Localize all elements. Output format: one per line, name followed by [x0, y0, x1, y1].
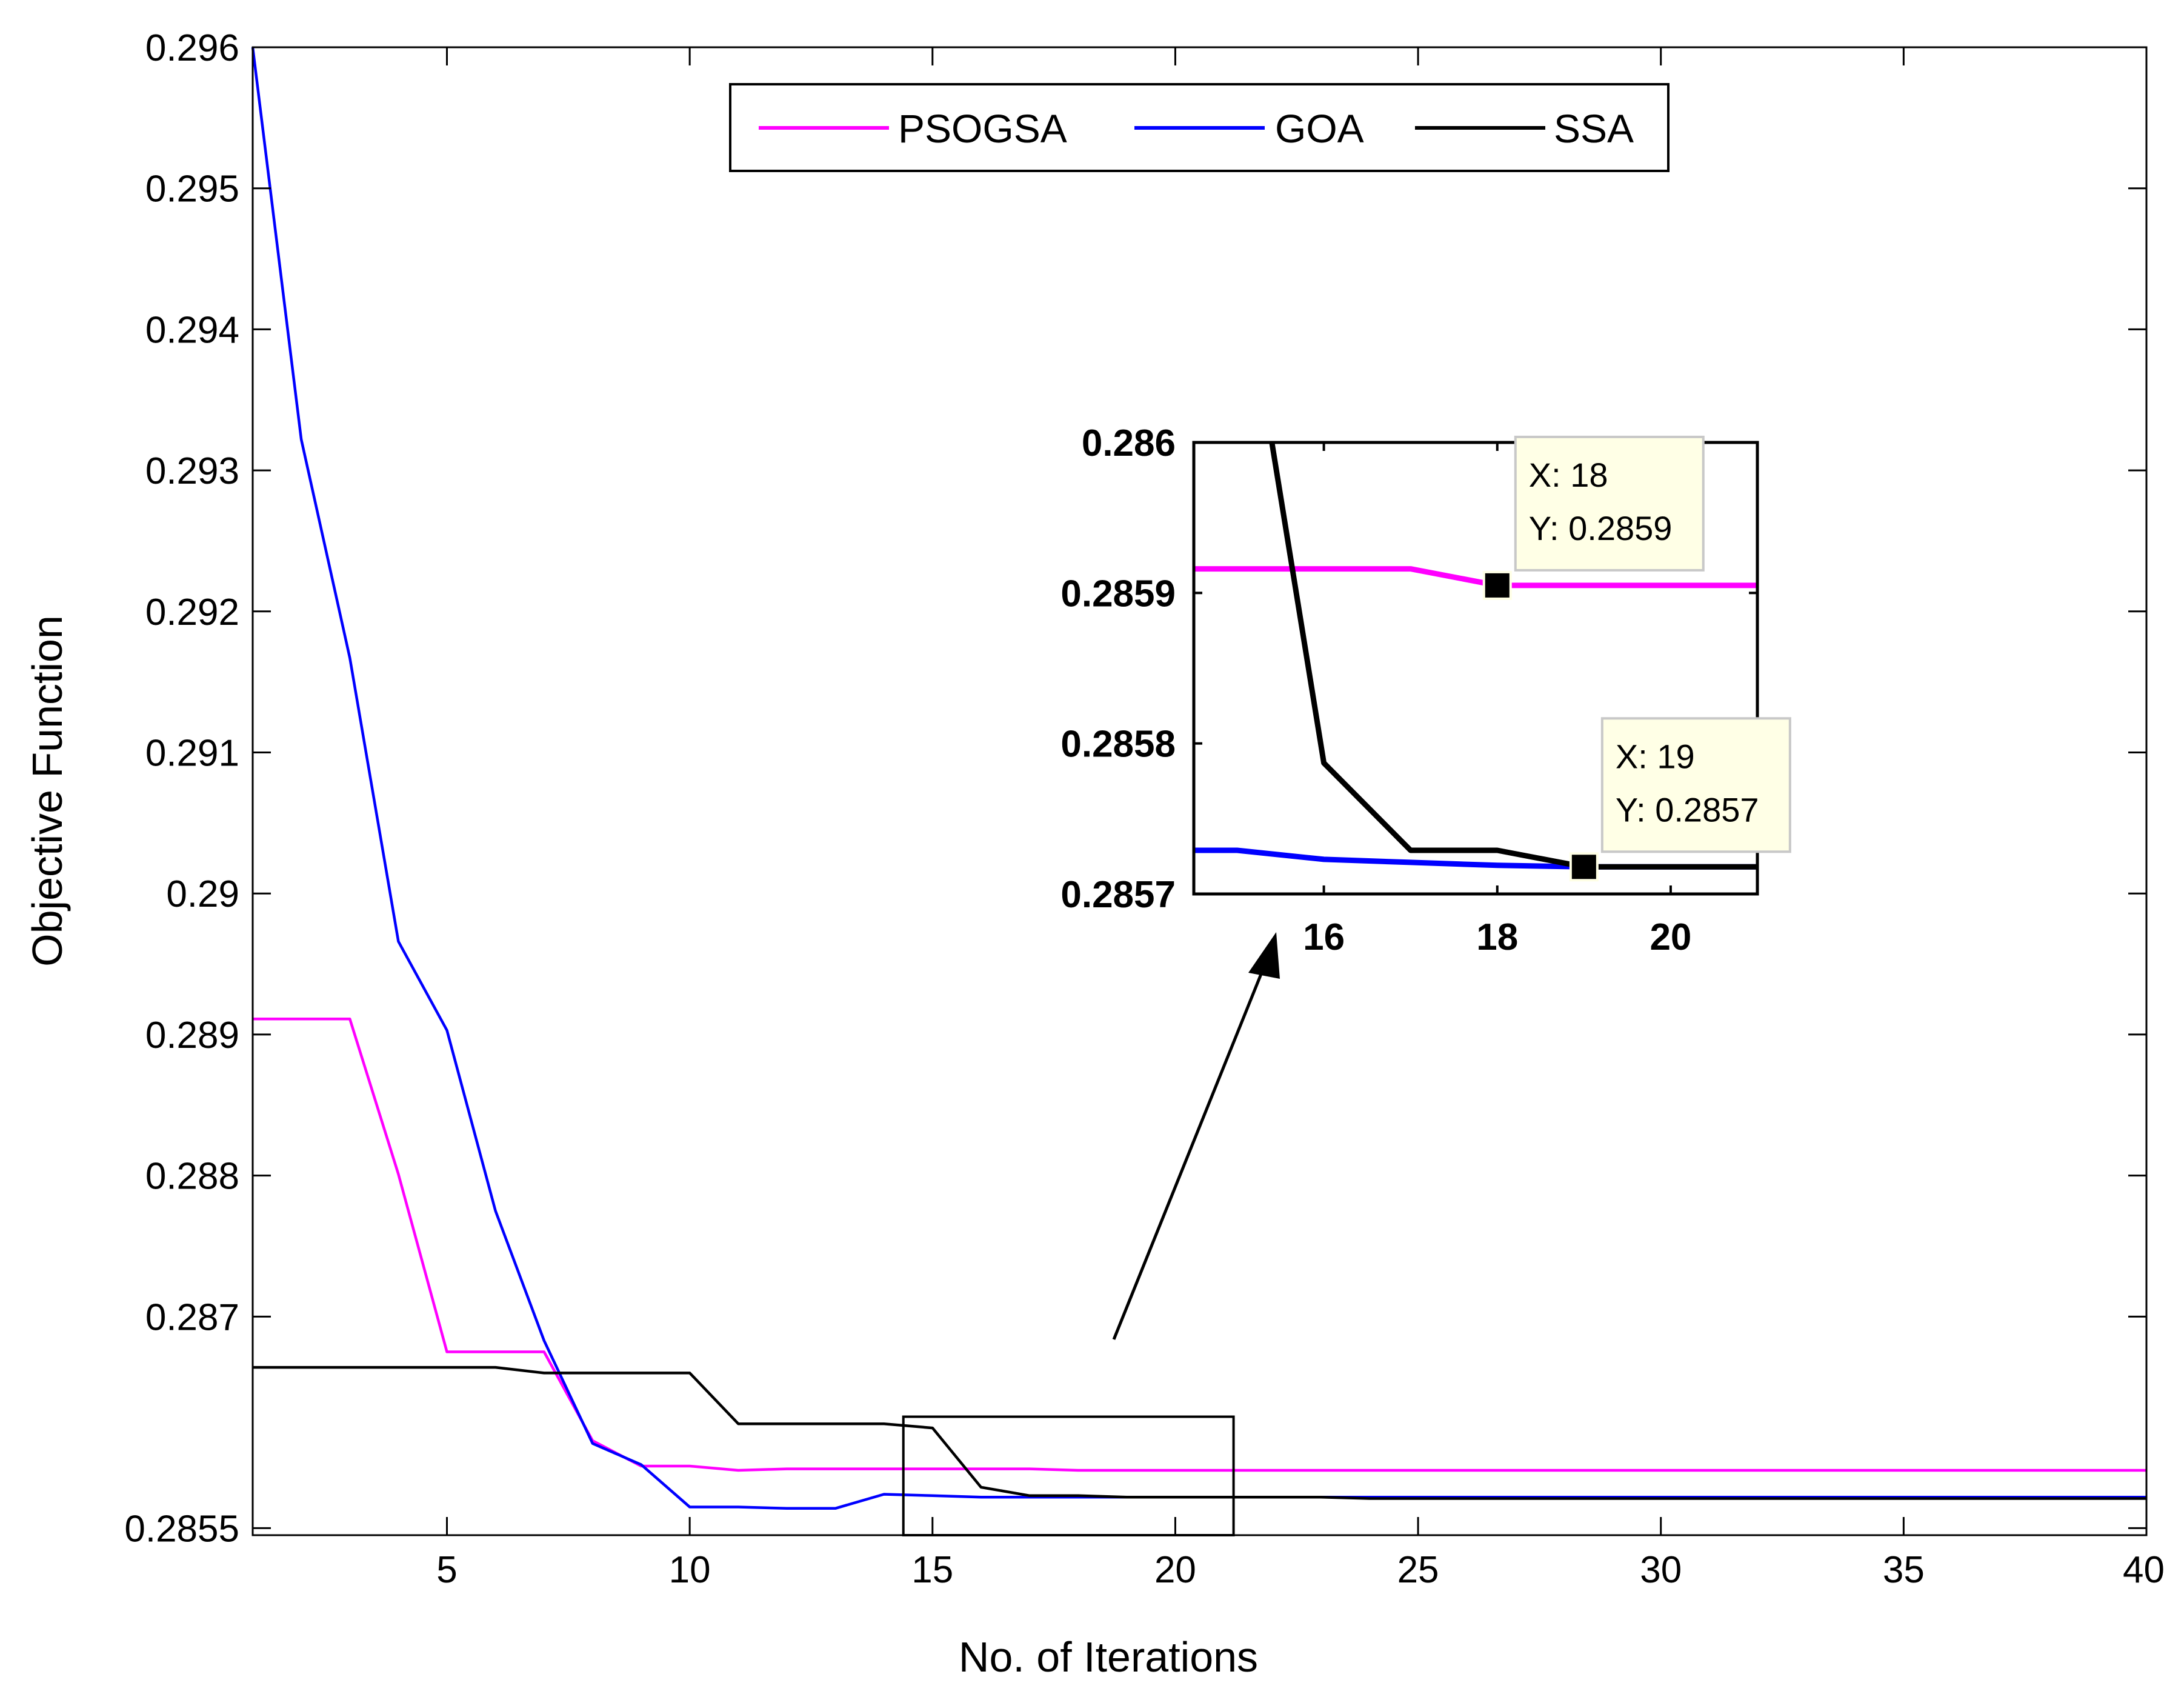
y-tick-label: 0.289 [145, 1015, 239, 1056]
y-tick-label: 0.294 [145, 309, 239, 351]
legend-label-goa: GOA [1275, 106, 1364, 151]
inset-y-tick-labels: 0.2857 0.2858 0.2859 0.286 [1060, 422, 1176, 916]
y-tick-labels: 0.2855 0.287 0.288 0.289 0.29 0.291 0.292 0.293… [124, 27, 239, 1550]
datatip-y-text: Y: 0.2859 [1529, 509, 1673, 547]
zoom-arrow-shaft [1112, 951, 1272, 1340]
main-axes: 5 10 15 20 25 30 35 40 0.28550.2870.2880.2890.2… [124, 27, 2165, 1591]
inset-y-tick-label: 0.286 [1082, 422, 1176, 464]
zoom-region-box [902, 1415, 1235, 1536]
x-tick-label: 25 [1397, 1549, 1439, 1591]
zoom-arrow-head [1248, 932, 1280, 979]
inset-axes: 16 18 20 0.2857 0.2858 0.2859 0.286 X: 18 Y: 0… [1060, 422, 1791, 958]
y-tick-label: 0.292 [145, 592, 239, 633]
y-tick-label: 0.29 [166, 873, 239, 915]
y-tick-label: 0.2855 [124, 1508, 239, 1550]
datatip-box [1600, 717, 1791, 853]
x-tick-label: 35 [1883, 1549, 1925, 1591]
x-tick-label: 10 [669, 1549, 711, 1591]
zoom-arrow [1112, 932, 1280, 1340]
inset-y-tick-label: 0.2859 [1060, 573, 1176, 615]
inset-y-tick-label: 0.2858 [1060, 724, 1176, 765]
datatip-x-text: X: 19 [1616, 737, 1695, 775]
x-tick-label: 5 [436, 1549, 457, 1591]
inset-y-tick-label: 0.2857 [1060, 874, 1176, 916]
datatip-x-text: X: 18 [1529, 456, 1608, 494]
inset-x-tick-label: 16 [1303, 916, 1345, 958]
inset-x-tick-labels: 16 18 20 [1303, 916, 1691, 958]
inset-x-tick-label: 20 [1650, 916, 1691, 958]
inset-series-lines [1194, 442, 1757, 870]
inset-x-tick-label: 18 [1476, 916, 1518, 958]
y-axis-title: Objective Function [24, 615, 71, 967]
x-tick-label: 30 [1640, 1549, 1682, 1591]
x-tick-label: 20 [1154, 1549, 1196, 1591]
inset-series-line-psogsa [1194, 566, 1757, 588]
y-tick-label: 0.287 [145, 1296, 239, 1338]
datatip-marker [1482, 570, 1512, 600]
legend-label-psogsa: PSOGSA [898, 106, 1067, 151]
series-line-ssa [253, 1365, 2146, 1500]
x-axis-title: No. of Iterations [959, 1633, 1258, 1681]
datatip-box [1514, 435, 1705, 572]
y-tick-label: 0.295 [145, 168, 239, 210]
datatip-y-text: Y: 0.2857 [1616, 790, 1759, 828]
x-tick-label: 40 [2123, 1549, 2165, 1591]
datatip-marker [1569, 852, 1599, 882]
inset-series-line-ssa [1269, 442, 1757, 870]
y-tick-label: 0.288 [145, 1156, 239, 1198]
inset-frame [1192, 441, 1759, 896]
x-tick-label: 15 [911, 1549, 953, 1591]
y-tick-label: 0.296 [145, 27, 239, 69]
legend-label-ssa: SSA [1554, 106, 1634, 151]
x-tick-labels: 5 10 15 20 25 30 35 40 [436, 1549, 2165, 1591]
y-tick-label: 0.291 [145, 733, 239, 775]
series-line-psogsa [253, 1018, 2146, 1472]
inset-datatips: X: 18 Y: 0.2859 X: 19 Y: 0.2857 [1482, 435, 1791, 882]
main-series-lines [251, 47, 2146, 1510]
y-tick-label: 0.293 [145, 450, 239, 492]
legend: PSOGSA GOA SSA [729, 83, 1670, 172]
